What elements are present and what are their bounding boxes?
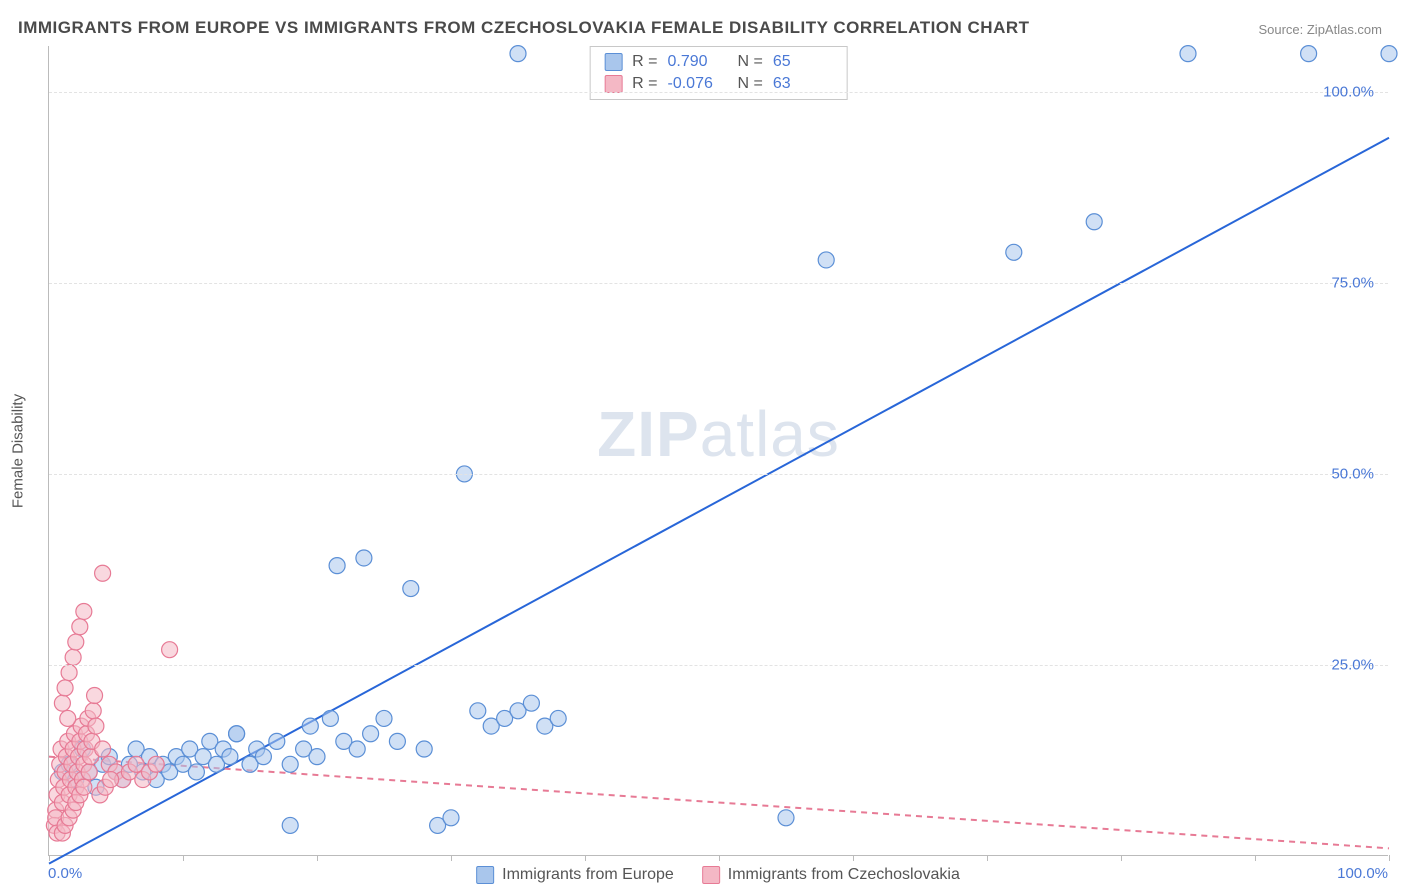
data-point	[443, 810, 459, 826]
data-point	[356, 550, 372, 566]
plot-svg	[49, 46, 1388, 855]
data-point	[510, 46, 526, 62]
legend-swatch	[476, 866, 494, 884]
source-label: Source:	[1258, 22, 1306, 37]
x-legend-item: Immigrants from Europe	[476, 866, 674, 884]
data-point	[523, 695, 539, 711]
data-point	[322, 710, 338, 726]
legend-swatch	[702, 866, 720, 884]
data-point	[269, 733, 285, 749]
data-point	[81, 764, 97, 780]
x-axis-min-label: 0.0%	[48, 865, 82, 882]
stats-n-value: 63	[773, 75, 833, 93]
y-tick-label: 50.0%	[1331, 465, 1374, 482]
data-point	[87, 688, 103, 704]
data-point	[60, 710, 76, 726]
legend-swatch	[604, 53, 622, 71]
data-point	[255, 749, 271, 765]
x-tick	[719, 855, 720, 861]
stats-r-label: R =	[632, 75, 657, 93]
x-tick	[1121, 855, 1122, 861]
data-point	[68, 634, 84, 650]
data-point	[376, 710, 392, 726]
data-point	[470, 703, 486, 719]
y-tick-label: 100.0%	[1323, 83, 1374, 100]
data-point	[85, 703, 101, 719]
data-point	[103, 772, 119, 788]
data-point	[1006, 244, 1022, 260]
data-point	[1180, 46, 1196, 62]
data-point	[349, 741, 365, 757]
x-tick	[451, 855, 452, 861]
chart-title: IMMIGRANTS FROM EUROPE VS IMMIGRANTS FRO…	[18, 18, 1030, 38]
data-point	[1381, 46, 1397, 62]
data-point	[61, 665, 77, 681]
data-point	[95, 565, 111, 581]
x-tick	[317, 855, 318, 861]
x-tick	[585, 855, 586, 861]
data-point	[148, 756, 164, 772]
data-point	[188, 764, 204, 780]
data-point	[1086, 214, 1102, 230]
source-attribution: Source: ZipAtlas.com	[1258, 22, 1382, 37]
x-tick	[853, 855, 854, 861]
data-point	[329, 558, 345, 574]
y-tick-label: 25.0%	[1331, 656, 1374, 673]
x-legend-label: Immigrants from Europe	[502, 866, 674, 884]
x-axis-max-label: 100.0%	[1337, 865, 1388, 882]
data-point	[403, 581, 419, 597]
x-tick	[49, 855, 50, 861]
x-legend-item: Immigrants from Czechoslovakia	[702, 866, 960, 884]
stats-row: R = -0.076 N = 63	[604, 75, 833, 93]
data-point	[282, 817, 298, 833]
data-point	[72, 619, 88, 635]
data-point	[76, 603, 92, 619]
stats-n-value: 65	[773, 53, 833, 71]
regression-line	[49, 138, 1389, 864]
gridline-h	[49, 92, 1388, 93]
data-point	[229, 726, 245, 742]
data-point	[162, 642, 178, 658]
x-tick	[1255, 855, 1256, 861]
data-point	[1301, 46, 1317, 62]
stats-r-value: 0.790	[668, 53, 728, 71]
gridline-h	[49, 283, 1388, 284]
stats-n-label: N =	[738, 53, 763, 71]
data-point	[389, 733, 405, 749]
y-tick-label: 75.0%	[1331, 274, 1374, 291]
data-point	[76, 779, 92, 795]
x-axis-legend: Immigrants from Europe Immigrants from Cz…	[476, 866, 960, 884]
stats-row: R = 0.790 N = 65	[604, 53, 833, 71]
data-point	[416, 741, 432, 757]
stats-r-value: -0.076	[668, 75, 728, 93]
data-point	[550, 710, 566, 726]
data-point	[88, 718, 104, 734]
gridline-h	[49, 474, 1388, 475]
x-legend-label: Immigrants from Czechoslovakia	[728, 866, 960, 884]
data-point	[818, 252, 834, 268]
correlation-chart: ZIPatlas R =0.790N =65R =-0.076N =63 25.…	[48, 46, 1388, 856]
data-point	[65, 649, 81, 665]
source-name: ZipAtlas.com	[1307, 22, 1382, 37]
plot-area: ZIPatlas R =0.790N =65R =-0.076N =63 25.…	[48, 46, 1388, 856]
data-point	[302, 718, 318, 734]
x-tick	[987, 855, 988, 861]
y-axis-title: Female Disability	[10, 394, 27, 508]
stats-r-label: R =	[632, 53, 657, 71]
data-point	[309, 749, 325, 765]
stats-n-label: N =	[738, 75, 763, 93]
legend-swatch	[604, 75, 622, 93]
data-point	[54, 695, 70, 711]
data-point	[282, 756, 298, 772]
data-point	[222, 749, 238, 765]
x-tick	[183, 855, 184, 861]
data-point	[363, 726, 379, 742]
data-point	[57, 680, 73, 696]
data-point	[95, 741, 111, 757]
x-tick	[1389, 855, 1390, 861]
gridline-h	[49, 665, 1388, 666]
data-point	[778, 810, 794, 826]
